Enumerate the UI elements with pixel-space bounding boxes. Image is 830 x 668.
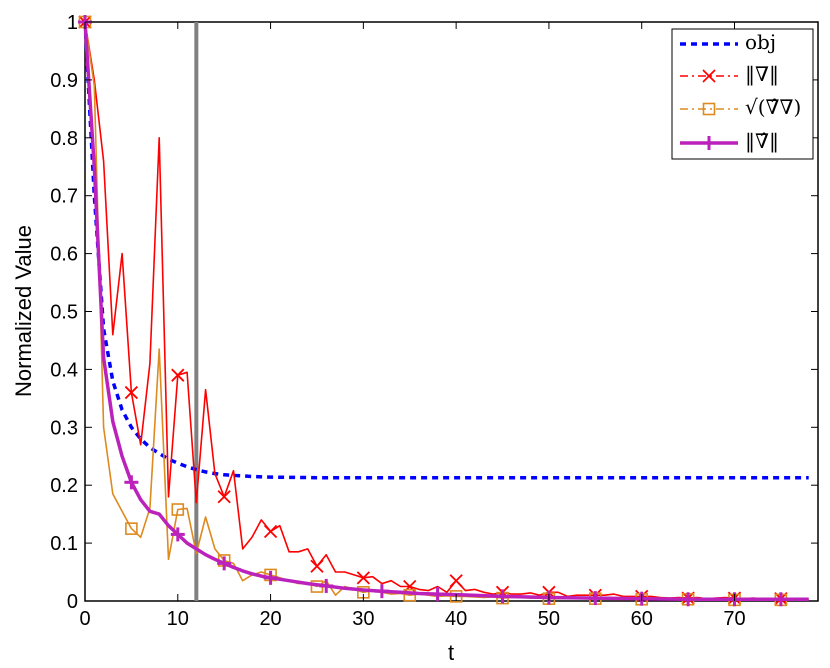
y-axis-label: Normalized Value [11, 225, 36, 397]
legend-marker-3 [702, 136, 716, 150]
legend: obj ‖∇‖ √(∇̂∇) ‖∇̂‖ [671, 28, 814, 160]
series-2-marker-10 [171, 503, 185, 516]
y-tick-label-0: 0 [67, 591, 78, 613]
series-1-marker-15 [217, 490, 231, 504]
series-1-marker-20-b [263, 524, 278, 539]
y-tick-label-1: 0.1 [50, 533, 78, 555]
y-tick-label-8: 0.8 [50, 128, 78, 150]
series-1-marker-30-b [356, 571, 370, 585]
y-tick-label-3: 0.3 [50, 417, 78, 439]
series-3-marker-29 [430, 587, 445, 602]
series-2-marker-35 [403, 588, 417, 602]
x-tick-label-5: 50 [538, 608, 560, 630]
x-tick-label-3: 30 [352, 608, 374, 630]
legend-samples [680, 42, 738, 150]
y-tick-label-9: 0.9 [50, 70, 78, 92]
y-tick-label-7: 0.7 [50, 186, 78, 208]
legend-marker-1-b [702, 69, 716, 83]
series-3-marker-37 [773, 592, 788, 607]
series-line-0 [83, 21, 809, 480]
x-tick-label-0: 0 [79, 608, 90, 630]
x-tick-label-1: 10 [167, 608, 189, 630]
x-tick-label-4: 40 [445, 608, 467, 630]
series-3-marker-26 [374, 584, 389, 599]
series-1-marker-25 [310, 559, 324, 573]
series-3-marker-5 [124, 475, 139, 490]
series-1-marker-5 [124, 385, 139, 400]
y-tick-label-2: 0.2 [50, 475, 78, 497]
series-3-marker-10 [170, 527, 185, 542]
y-tick-label-4: 0.4 [50, 359, 78, 381]
series-2-marker-5 [125, 522, 138, 535]
series-3-marker-20 [263, 570, 278, 585]
legend-box [671, 28, 814, 160]
series-1-marker-35 [403, 579, 417, 594]
series-1-marker-20 [263, 524, 278, 539]
series-1-marker-40 [449, 574, 463, 588]
x-axis-label: t [448, 640, 454, 665]
y-tick-label-6: 0.6 [50, 244, 78, 266]
series-1-marker-5-b [124, 385, 139, 400]
x-tick-label-7: 70 [723, 608, 745, 630]
series-1-marker-25-b [310, 559, 324, 573]
axes-layer: 0 10 20 30 40 50 60 70 0 0.1 0.2 0.3 0.4 0.5 0.6 0.7 0.8… [50, 12, 818, 630]
series-3-marker-15 [217, 556, 232, 571]
series-3-marker-35 [681, 592, 696, 607]
series-layer [78, 15, 809, 607]
legend-marker-1 [702, 69, 716, 83]
series-1-marker-10-b [171, 368, 185, 382]
series-1-marker-30 [356, 571, 370, 585]
legend-label-sqrt-grad-product: √(∇̂∇) [745, 95, 801, 119]
legend-label-obj: obj [745, 30, 776, 54]
series-3-marker-23 [319, 578, 334, 593]
y-tick-label-5: 0.5 [50, 302, 78, 324]
series-3-marker-31 [495, 589, 510, 604]
x-tick-label-6: 60 [631, 608, 653, 630]
y-tick-label-10: 1 [67, 12, 78, 34]
x-tick-label-2: 20 [259, 608, 281, 630]
series-1-marker-35-b [403, 579, 417, 594]
series-1-marker-10 [171, 368, 185, 382]
series-3-marker-33 [588, 591, 603, 606]
series-1-marker-40-b [449, 574, 463, 588]
legend-label-grad-norm: ‖∇‖ [745, 62, 779, 87]
legend-label-est-grad-norm: ‖∇̂‖ [745, 129, 779, 154]
legend-marker-2 [702, 102, 716, 116]
series-1-marker-15-b [217, 490, 231, 504]
series-line-3 [83, 21, 809, 602]
